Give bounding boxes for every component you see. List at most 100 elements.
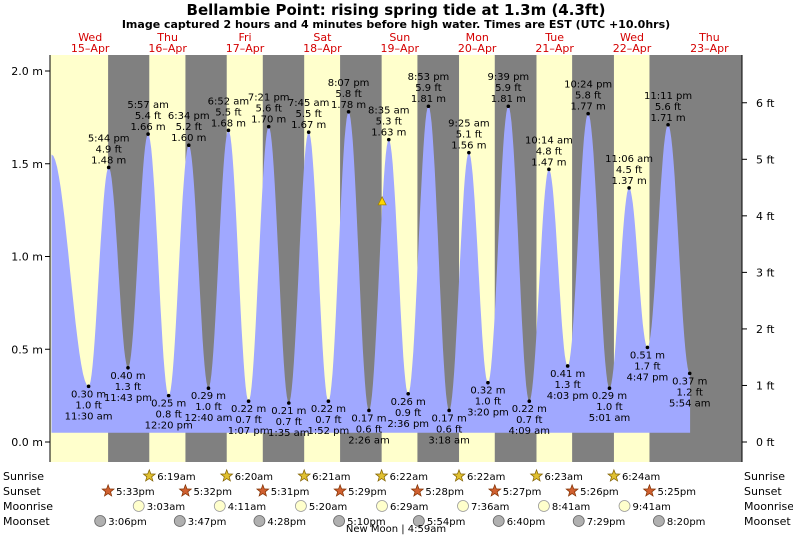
- sunset-time: 5:31pm: [271, 487, 310, 498]
- tide-label: 1.0 ft: [596, 402, 622, 413]
- tide-label: 0.6 ft: [356, 424, 382, 435]
- moonrise-time: 4:11am: [228, 502, 266, 513]
- tide-label: 0.21 m: [271, 406, 306, 417]
- day-weekday: Mon: [466, 31, 489, 44]
- tide-point: [586, 111, 590, 116]
- sunrise-time: 6:19am: [157, 472, 195, 483]
- tide-point: [266, 124, 271, 129]
- moonset-icon: [412, 515, 425, 527]
- moonrise-icon: [132, 500, 145, 512]
- axes: 0.0 m 0.5 m 1.0 m 1.5 m 2.0 m 0 ft 1 ft 2 ft 3 f…: [11, 55, 775, 462]
- tide-label: 4.5 ft: [616, 165, 642, 176]
- tide-label: 3:20 pm: [467, 408, 509, 419]
- day-date: 20–Apr: [458, 42, 497, 55]
- moonset-icon: [492, 515, 505, 527]
- tide-point: [306, 130, 311, 135]
- tide-label: 1.3 ft: [554, 380, 580, 391]
- tide-label: 2:36 pm: [387, 419, 429, 430]
- tide-label: 5.6 ft: [655, 102, 681, 113]
- moonrise-time: 8:41am: [552, 502, 590, 513]
- tide-label: 4.8 ft: [536, 146, 562, 157]
- sunrise-time: 6:23am: [544, 472, 582, 483]
- tide-label: 0.7 ft: [516, 415, 542, 426]
- sunset-time: 5:26pm: [580, 487, 619, 498]
- moonrise-time: 9:41am: [633, 502, 671, 513]
- moonset-time: 3:47pm: [188, 517, 227, 528]
- tide-label: 1.81 m: [411, 94, 446, 105]
- tide-label: 0.7 ft: [315, 415, 341, 426]
- day-date: 21–Apr: [535, 42, 574, 55]
- day-weekday: Fri: [238, 31, 251, 44]
- tide-label: 0.51 m: [630, 350, 665, 361]
- day-date: 17–Apr: [226, 42, 265, 55]
- y-tick-label-ft: 3 ft: [756, 266, 775, 279]
- day-weekday: Sun: [389, 31, 410, 44]
- y-tick-label-ft: 2 ft: [756, 323, 775, 336]
- tide-label: 11:43 pm: [104, 393, 152, 404]
- tide-label: 5.4 ft: [135, 111, 161, 122]
- tide-label: 12:20 pm: [145, 421, 193, 432]
- tide-point: [86, 384, 91, 389]
- tide-label: 0.26 m: [391, 397, 426, 408]
- tide-point: [467, 150, 471, 155]
- tide-label: 5.9 ft: [495, 83, 521, 94]
- y-tick-label-ft: 0 ft: [756, 436, 775, 449]
- moonset-icon: [333, 515, 345, 527]
- moonset-icon: [253, 515, 266, 527]
- tide-point: [527, 399, 532, 403]
- tide-label: 5.8 ft: [335, 89, 361, 100]
- moonset-icon: [94, 515, 107, 527]
- tide-label: 11:06 am: [605, 154, 653, 165]
- moonset-time: 5:10pm: [347, 517, 386, 528]
- tide-label: 11:11 pm: [644, 91, 692, 102]
- moonrise-icon: [538, 500, 550, 512]
- tide-point: [226, 128, 231, 133]
- tide-label: 0.32 m: [470, 386, 505, 397]
- tide-point: [346, 110, 351, 114]
- day-weekday: Thu: [698, 31, 720, 44]
- y-tick-label-ft: 1 ft: [756, 379, 775, 392]
- tide-point: [146, 132, 150, 136]
- tide-label: 0.17 m: [432, 413, 467, 424]
- tide-label: 5.2 ft: [176, 122, 202, 133]
- moonset-time: 7:29pm: [587, 517, 626, 528]
- day-date: 22–Apr: [613, 42, 652, 55]
- sunrise-time: 6:22am: [467, 472, 505, 483]
- tide-label: 5.3 ft: [376, 117, 402, 128]
- row-label-right-sunset: Sunset: [744, 485, 782, 498]
- moonrise-time: 5:20am: [309, 502, 347, 513]
- tide-label: 9:25 am: [448, 119, 490, 130]
- moonset-time: 5:54pm: [427, 517, 466, 528]
- current-tide-marker: [377, 195, 387, 206]
- tide-point: [426, 104, 431, 109]
- tide-label: 1.0 ft: [75, 400, 101, 411]
- tide-label: 0.7 ft: [276, 417, 302, 428]
- tide-label: 12:40 am: [185, 413, 233, 424]
- tide-label: 10:14 am: [525, 135, 573, 146]
- day-date: 15–Apr: [71, 42, 110, 55]
- moonrise-icon: [618, 500, 631, 512]
- tide-label: 5:44 pm: [88, 133, 130, 144]
- chart-subtitle: Image captured 2 hours and 4 minutes bef…: [122, 18, 670, 31]
- moonset-icon: [652, 515, 665, 527]
- tide-label: 0.9 ft: [395, 408, 421, 419]
- moonrise-icon: [294, 500, 307, 512]
- tide-label: 0.29 m: [191, 391, 226, 402]
- tide-label: 0.6 ft: [436, 424, 462, 435]
- star-icon: [565, 483, 579, 497]
- row-label-moonset: Moonset: [3, 515, 50, 528]
- tide-label: 5.5 ft: [296, 109, 322, 120]
- tide-label: 1:35 am: [268, 428, 310, 439]
- tide-label: 0.37 m: [672, 376, 707, 387]
- sun-moon-rows: Sunrise Sunrise Sunset Sunset Moonrise Moonri…: [3, 468, 793, 528]
- moonrise-time: 7:36am: [471, 502, 509, 513]
- moonset-icon: [572, 515, 585, 527]
- row-label-moonrise: Moonrise: [3, 500, 53, 513]
- tide-label: 3:18 am: [428, 435, 470, 446]
- sunset-time: 5:33pm: [116, 487, 155, 498]
- star-icon: [219, 468, 234, 482]
- current-tide-triangle: [377, 195, 387, 206]
- sunrise-time: 6:24am: [622, 472, 660, 483]
- star-icon: [374, 468, 389, 482]
- tide-point: [687, 371, 692, 376]
